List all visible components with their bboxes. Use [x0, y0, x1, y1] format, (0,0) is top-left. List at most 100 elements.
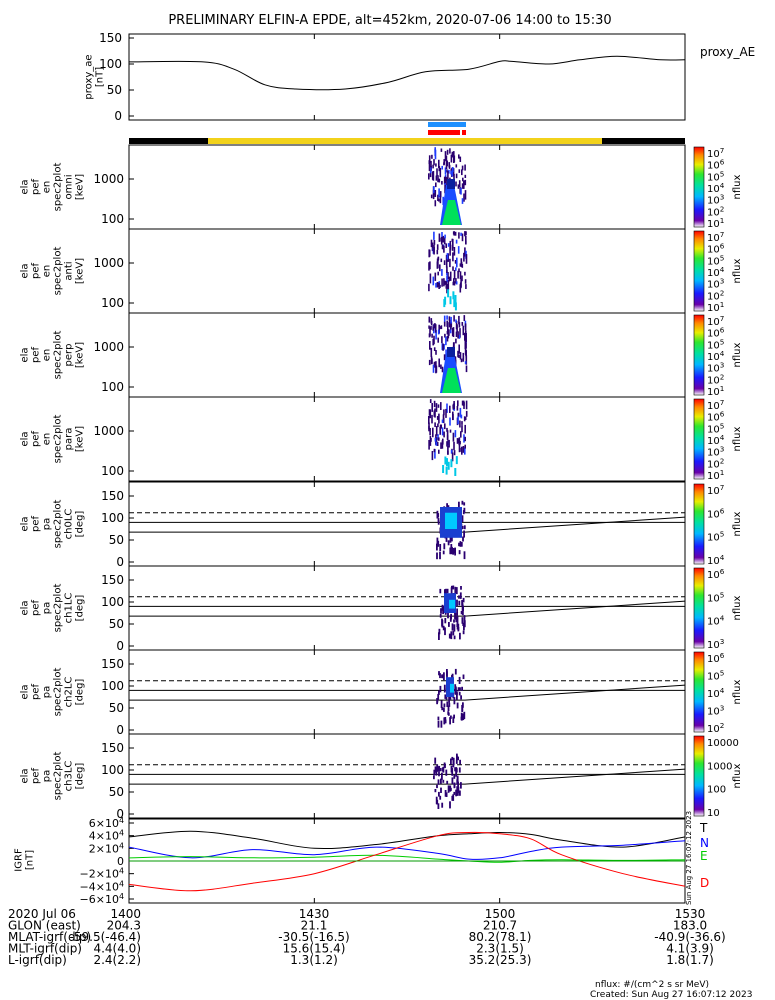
pa-pixel — [442, 605, 445, 610]
pa-pixel — [462, 510, 465, 515]
spec-pixel — [431, 333, 433, 338]
spec-pixel — [430, 347, 433, 357]
pa-pixel — [463, 615, 466, 623]
spec-pixel — [440, 442, 442, 449]
orbit-bar-dark-right — [602, 138, 685, 144]
spec-pixel — [436, 249, 439, 255]
spec-ylabel: elapefenspec2plotperp[keV] — [20, 331, 86, 380]
pa-frame — [128, 565, 686, 651]
spec-pixel — [455, 239, 458, 244]
pa-pixel — [456, 753, 458, 760]
ephemeris-value: 80.2(78.1) — [469, 930, 532, 944]
spec-pixel — [438, 449, 440, 454]
spec-cbar-tick: 101 — [707, 384, 724, 398]
spec-pixel — [440, 258, 443, 263]
igrf-ytick-label: 0 — [117, 855, 124, 868]
pa-pixel — [451, 756, 454, 761]
spec-pixel — [455, 181, 457, 187]
spec-cbar-tick: 101 — [707, 216, 724, 230]
spec-pixel — [461, 446, 463, 455]
spec-pixel — [455, 331, 458, 337]
ephemeris-value: 204.3 — [107, 919, 141, 933]
spec-pixel — [458, 268, 460, 273]
spec-pixel — [460, 187, 462, 195]
spec-pixel — [428, 173, 430, 180]
igrf-panel: IGRF[nT] 6×1044×1042×1040−2×104−4×104−6×… — [14, 811, 710, 906]
pa-pixel — [444, 763, 446, 769]
ephemeris-value: 15.6(15.4) — [283, 942, 346, 956]
pa-ytick-label: 0 — [116, 723, 124, 737]
pa-cbar-tick: 104 — [707, 614, 725, 628]
pa-pixel — [435, 796, 438, 805]
spec-pixel — [445, 336, 447, 346]
spec-pixel — [445, 176, 447, 187]
spec-pixel — [454, 231, 457, 236]
spec-pixel — [435, 426, 438, 436]
spec-frame — [128, 144, 686, 230]
pa-pixel — [437, 803, 440, 809]
spec-pixel — [449, 405, 451, 413]
spec-pixel — [464, 190, 467, 200]
pa-pixel — [456, 702, 459, 709]
spec-pixel — [438, 324, 440, 334]
pa-pixel — [447, 540, 450, 546]
spec-cyan-pixel — [446, 458, 448, 467]
spec-pixel — [434, 272, 437, 281]
pa-pixel — [450, 587, 453, 596]
spec-pixel — [443, 176, 446, 185]
spec-pixel — [457, 246, 460, 254]
spec-pixel — [463, 193, 465, 202]
pa-pixel — [448, 622, 450, 627]
pa-ytick-label: 150 — [101, 489, 124, 503]
pa-pixel — [457, 687, 460, 692]
pa-ylabel: elapefpaspec2plotch0LC[deg] — [20, 500, 86, 549]
spec-pixel — [428, 416, 430, 424]
spec-pixel — [458, 438, 460, 446]
spec-pixel — [453, 151, 455, 158]
spec-pixel — [451, 452, 454, 462]
spec-pixel — [465, 231, 467, 235]
pa-cbar-tick: 10000 — [707, 738, 739, 749]
ae-yticks: 150 100 50 0 — [99, 31, 686, 123]
spec-pixel — [459, 352, 462, 360]
spec-pixel — [433, 231, 435, 240]
spec-pixel — [464, 247, 466, 257]
pa-cbar-tick: 103 — [707, 704, 724, 718]
spec-pixel — [457, 400, 459, 407]
spec-pixel — [441, 232, 443, 237]
pa-pixel — [439, 614, 442, 618]
spec-pixel — [464, 447, 466, 455]
spec-pixel — [431, 451, 434, 461]
spec-cyan-pixel — [444, 456, 447, 465]
ephemeris-value: -30.5(-16.5) — [278, 930, 349, 944]
spec-pixel — [445, 408, 447, 418]
spec-pixel — [464, 332, 466, 341]
pa-pixel — [444, 618, 447, 624]
igrf-legend-d: D — [700, 876, 709, 890]
pa-pixel — [446, 588, 449, 594]
pa-pixel — [443, 703, 446, 708]
ae-ytick-label: 0 — [114, 109, 122, 123]
spec-pixel — [438, 282, 440, 289]
spec-pixel — [437, 423, 439, 428]
pa-pixel — [455, 789, 457, 797]
spec-pixel — [453, 231, 455, 236]
pa-pixel — [437, 716, 440, 721]
spec-pixel — [437, 271, 439, 276]
ephemeris-table: 2020 Jul 06 1400 1430 1500 1530 GLON (east) 20… — [8, 907, 726, 967]
spec-pixel — [428, 160, 431, 165]
pa-pixel — [455, 770, 457, 777]
pa-cbar-label: nflux — [732, 679, 743, 704]
spec-pixel — [460, 431, 462, 438]
pa-pixel — [434, 789, 437, 793]
ephemeris-row-label: GLON (east) — [8, 919, 81, 933]
pa-cbar-tick: 104 — [707, 686, 725, 700]
pitch-angle-panel: 150 100 50 0 elapefpaspec2plotch3LC[deg] 1000… — [20, 733, 743, 821]
pa-pixel — [462, 674, 465, 679]
spec-pixel — [458, 322, 461, 328]
pa-pixel — [437, 693, 440, 700]
spec-pixel — [453, 155, 455, 163]
spec-pixel — [437, 175, 439, 183]
spec-ytick-label: 100 — [101, 296, 124, 310]
spec-pixel — [446, 253, 449, 260]
